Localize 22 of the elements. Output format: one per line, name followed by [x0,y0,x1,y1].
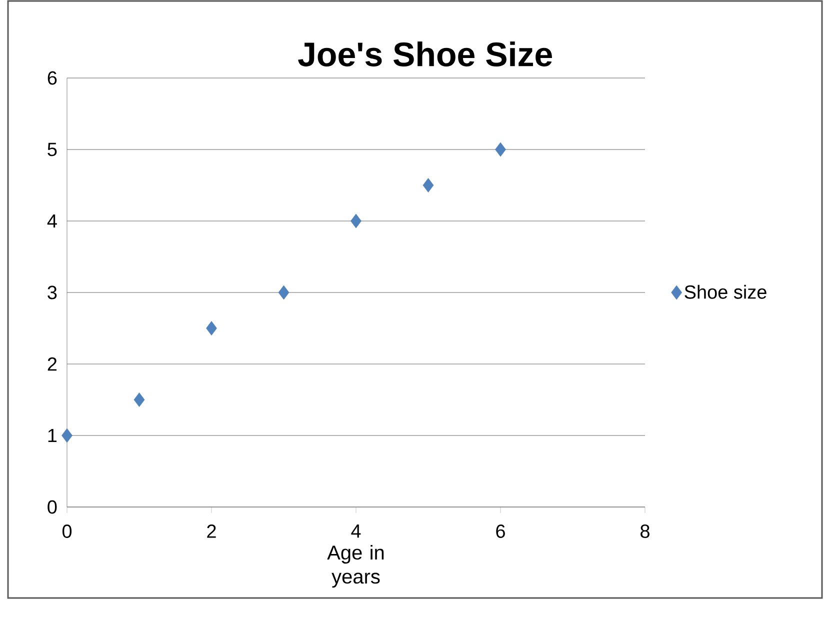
y-tick-label: 3 [48,286,57,300]
chart-title: Joe's Shoe Size [298,41,552,66]
x-axis-title: Age in years [327,544,384,588]
point [134,392,145,407]
x-tick-label: 2 [207,524,216,538]
legend-label: Shoe size [684,284,766,299]
point [495,142,506,157]
point [278,285,290,300]
point [206,321,217,336]
y-tick-label: 5 [48,142,57,156]
x-tick-label: 6 [496,524,505,538]
y-tick-label: 2 [48,357,57,371]
point [422,178,434,192]
x-tick-label: 0 [62,524,72,538]
y-tick-label: 4 [47,214,57,228]
point [62,428,72,443]
y-tick-label: 6 [48,71,57,85]
x-tick-label: 8 [640,524,650,538]
x-tick-label: 4 [351,524,361,538]
y-tick-label: 0 [48,500,57,514]
point [350,214,362,228]
y-tick-label: 1 [48,428,57,442]
